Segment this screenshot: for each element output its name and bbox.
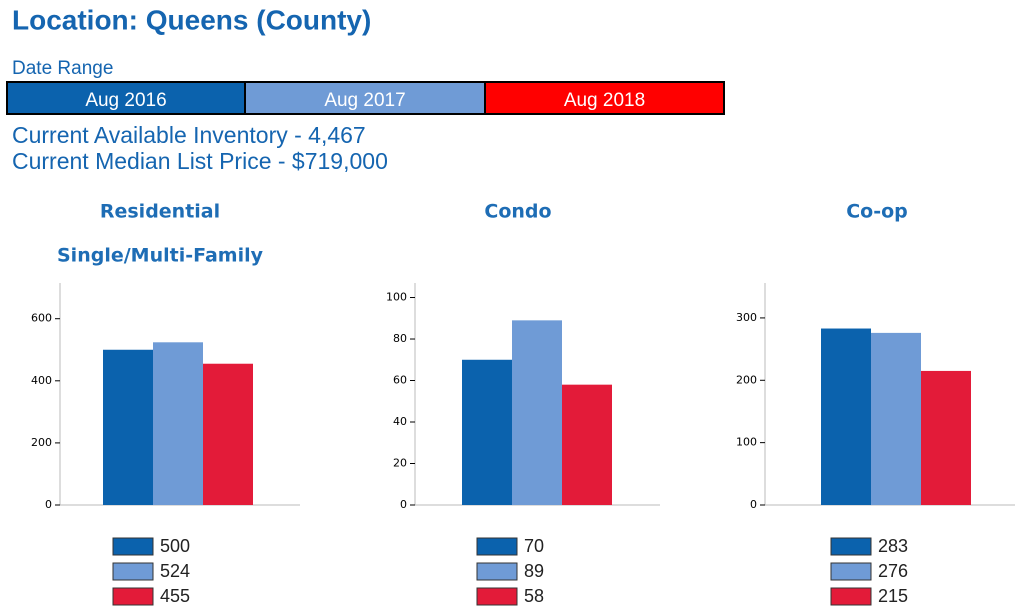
legend-value: 58 [524,586,544,606]
bar [921,370,971,505]
y-tick-label: 0 [400,498,407,511]
legend-value: 276 [878,561,908,581]
y-tick-label: 200 [31,436,52,449]
legend-swatch [830,562,872,581]
y-tick-label: 20 [393,457,407,470]
y-tick-label: 80 [393,332,407,345]
date-range-button[interactable] [484,81,725,115]
legend-swatch [476,587,518,606]
bar [562,384,612,505]
y-tick-label: 300 [736,311,757,324]
chart-subtitle: Single/Multi-Family [57,245,264,267]
legend-value: 70 [524,536,544,556]
legend-swatch [112,562,154,581]
y-tick-label: 600 [31,312,52,325]
bar [821,328,871,505]
legend-value: 455 [160,586,190,606]
legend-swatch [830,537,872,556]
legend-value: 89 [524,561,544,581]
date-range-label: Aug 2017 [324,90,405,111]
bar [462,359,512,505]
date-range-button[interactable] [6,81,246,115]
y-tick-label: 60 [393,374,407,387]
legend-value: 524 [160,561,190,581]
legend-value: 215 [878,586,908,606]
bar [512,320,562,505]
chart-title: Condo [484,201,551,223]
bar [203,363,253,505]
y-tick-label: 400 [31,374,52,387]
page-title: Location: Queens (County) [12,4,371,35]
y-tick-label: 0 [750,498,757,511]
chart-title: Co-op [846,201,908,223]
legend-swatch [476,537,518,556]
y-tick-label: 100 [736,436,757,449]
bar [871,332,921,505]
median-price-text: Current Median List Price - $719,000 [12,148,388,174]
y-tick-label: 200 [736,373,757,386]
legend-value: 500 [160,536,190,556]
legend-value: 283 [878,536,908,556]
chart-title: Residential [100,201,220,223]
date-range-label: Date Range [12,58,113,79]
date-range-button[interactable] [244,81,486,115]
bar [103,349,153,505]
y-tick-label: 100 [386,291,407,304]
bar [153,342,203,505]
y-tick-label: 40 [393,415,407,428]
date-range-label: Aug 2016 [85,90,166,111]
legend-swatch [112,537,154,556]
date-range-label: Aug 2018 [564,90,645,111]
y-tick-label: 0 [45,498,52,511]
legend-swatch [112,587,154,606]
inventory-text: Current Available Inventory - 4,467 [12,122,366,148]
legend-swatch [830,587,872,606]
legend-swatch [476,562,518,581]
